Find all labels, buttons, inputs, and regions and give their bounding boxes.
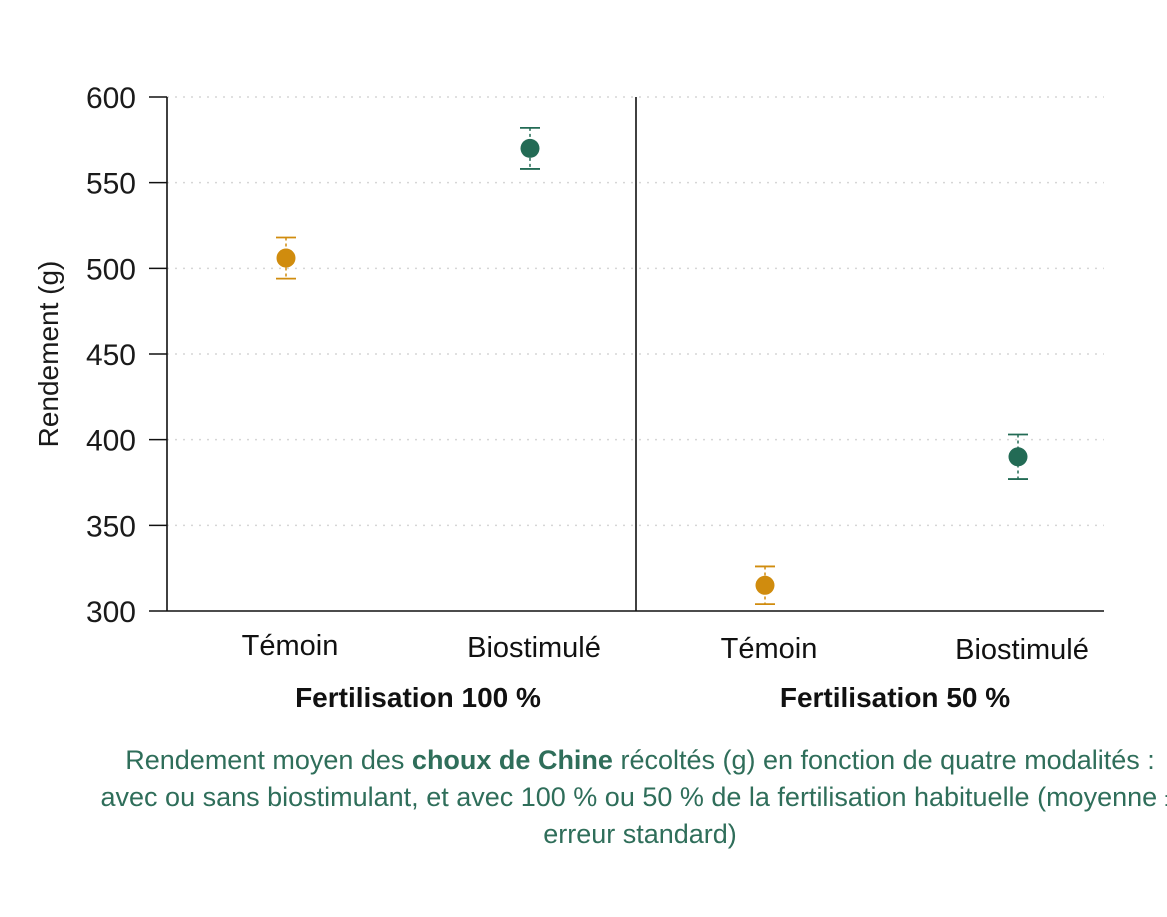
category-label: Biostimulé [467,632,601,664]
data-point [276,248,296,268]
data-point [755,575,775,595]
y-tick-label: 600 [86,82,136,115]
y-tick-label: 450 [86,339,136,372]
category-label: Témoin [242,630,339,662]
category-label: Témoin [721,633,818,665]
y-tick-label: 300 [86,596,136,629]
data-point [520,138,540,158]
y-axis-label: Rendement (g) [33,261,64,448]
y-tick-label: 550 [86,168,136,201]
group-label: Fertilisation 50 % [780,682,1010,713]
data-point [1008,447,1028,467]
axes [149,96,1104,612]
y-tick-labels: 300 350 400 450 500 550 600 [86,82,136,629]
y-tick-label: 500 [86,253,136,286]
y-tick-label: 400 [86,425,136,458]
caption-bold-text: choux de Chine [411,745,613,775]
data-points [276,126,1028,606]
category-label: Biostimulé [955,634,1089,666]
y-tick-label: 350 [86,510,136,543]
caption-text-2: récoltés (g) en fonction de quatre modal… [100,745,1167,849]
group-label: Fertilisation 100 % [295,682,541,713]
caption-text-1: Rendement moyen des [125,745,412,775]
figure-caption: Rendement moyen des choux de Chine récol… [100,742,1167,853]
category-labels: Témoin Biostimulé Fertilisation 100 % Témoi… [242,630,1089,713]
